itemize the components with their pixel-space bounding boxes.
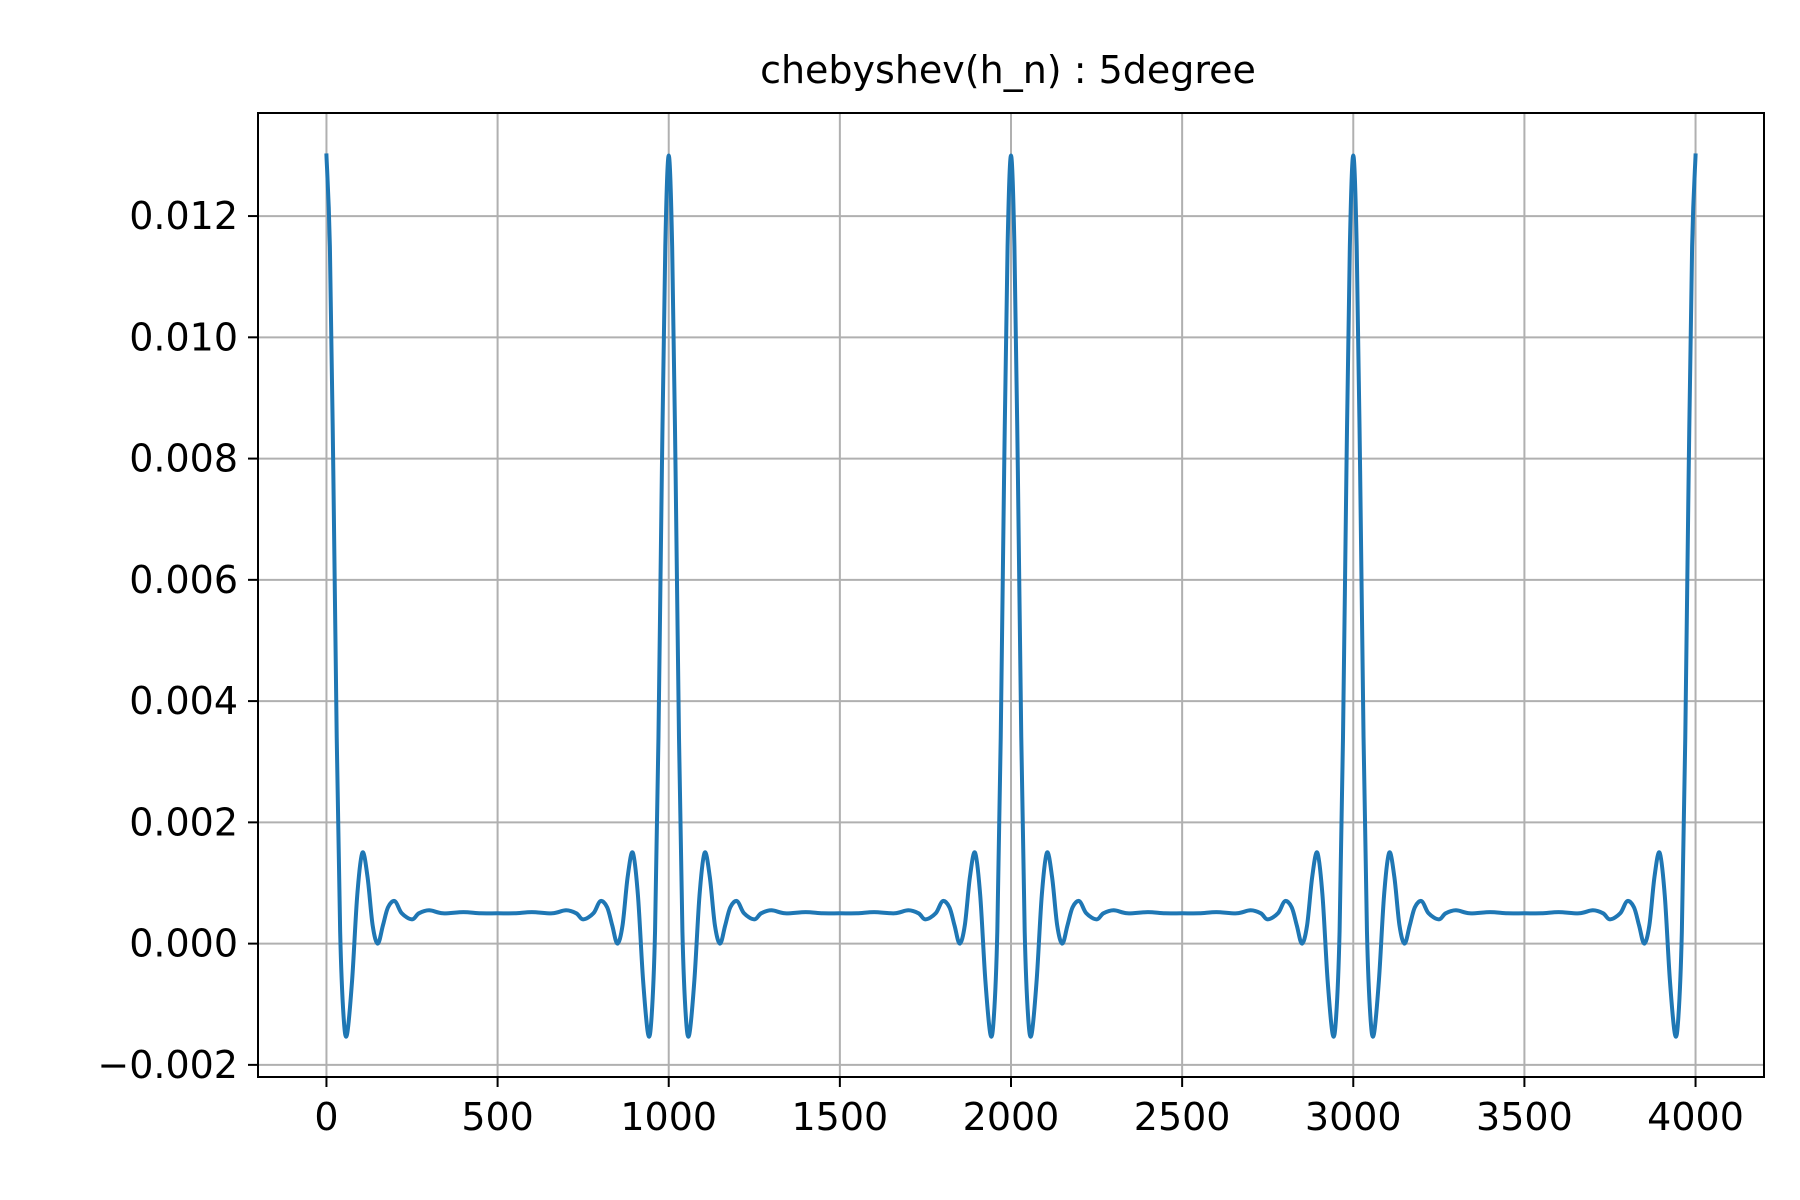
x-tick-label: 1000: [620, 1095, 717, 1139]
y-axis: −0.002 0.000 0.002 0.004 0.006 0.008 0.010 0.01…: [97, 194, 258, 1087]
x-tick-label: 0: [314, 1095, 338, 1139]
x-tick-label: 4000: [1647, 1095, 1744, 1139]
y-tick-label: −0.002: [97, 1043, 238, 1087]
x-tick-label: 3500: [1476, 1095, 1573, 1139]
y-tick-label: 0.006: [129, 558, 238, 602]
grid: [258, 113, 1764, 1077]
chart-title: chebyshev(h_n) : 5degree: [760, 48, 1256, 92]
series-line: [324, 153, 1698, 1039]
x-tick-label: 3000: [1305, 1095, 1402, 1139]
y-tick-label: 0.008: [129, 437, 238, 481]
x-tick-label: 1500: [792, 1095, 889, 1139]
y-tick-label: 0.004: [129, 679, 238, 723]
x-tick-label: 500: [461, 1095, 534, 1139]
y-tick-label: 0.000: [129, 922, 238, 966]
x-axis: 0 500 1000 1500 2000 2500 3000 3500 4000: [314, 1077, 1744, 1139]
x-tick-label: 2500: [1134, 1095, 1231, 1139]
y-tick-label: 0.002: [129, 800, 238, 844]
y-tick-label: 0.010: [129, 315, 238, 359]
series-layer: [324, 153, 1698, 1039]
y-tick-label: 0.012: [129, 194, 238, 238]
x-tick-label: 2000: [963, 1095, 1060, 1139]
